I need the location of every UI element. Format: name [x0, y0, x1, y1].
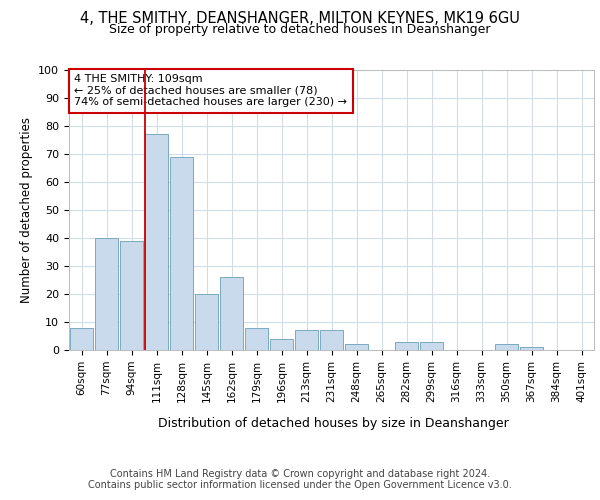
Text: 4, THE SMITHY, DEANSHANGER, MILTON KEYNES, MK19 6GU: 4, THE SMITHY, DEANSHANGER, MILTON KEYNE…: [80, 11, 520, 26]
Text: Distribution of detached houses by size in Deanshanger: Distribution of detached houses by size …: [158, 418, 508, 430]
Bar: [170, 157, 193, 350]
Bar: [495, 344, 518, 350]
Text: Contains HM Land Registry data © Crown copyright and database right 2024.: Contains HM Land Registry data © Crown c…: [110, 469, 490, 479]
Bar: [245, 328, 268, 350]
Bar: [195, 294, 218, 350]
Bar: [345, 344, 368, 350]
Text: Size of property relative to detached houses in Deanshanger: Size of property relative to detached ho…: [109, 23, 491, 36]
Text: 4 THE SMITHY: 109sqm
← 25% of detached houses are smaller (78)
74% of semi-detac: 4 THE SMITHY: 109sqm ← 25% of detached h…: [74, 74, 347, 108]
Bar: [270, 339, 293, 350]
Bar: [70, 328, 93, 350]
Y-axis label: Number of detached properties: Number of detached properties: [20, 117, 33, 303]
Text: Contains public sector information licensed under the Open Government Licence v3: Contains public sector information licen…: [88, 480, 512, 490]
Bar: [420, 342, 443, 350]
Bar: [395, 342, 418, 350]
Bar: [220, 277, 243, 350]
Bar: [520, 347, 543, 350]
Bar: [145, 134, 168, 350]
Bar: [120, 241, 143, 350]
Bar: [295, 330, 318, 350]
Bar: [320, 330, 343, 350]
Bar: [95, 238, 118, 350]
